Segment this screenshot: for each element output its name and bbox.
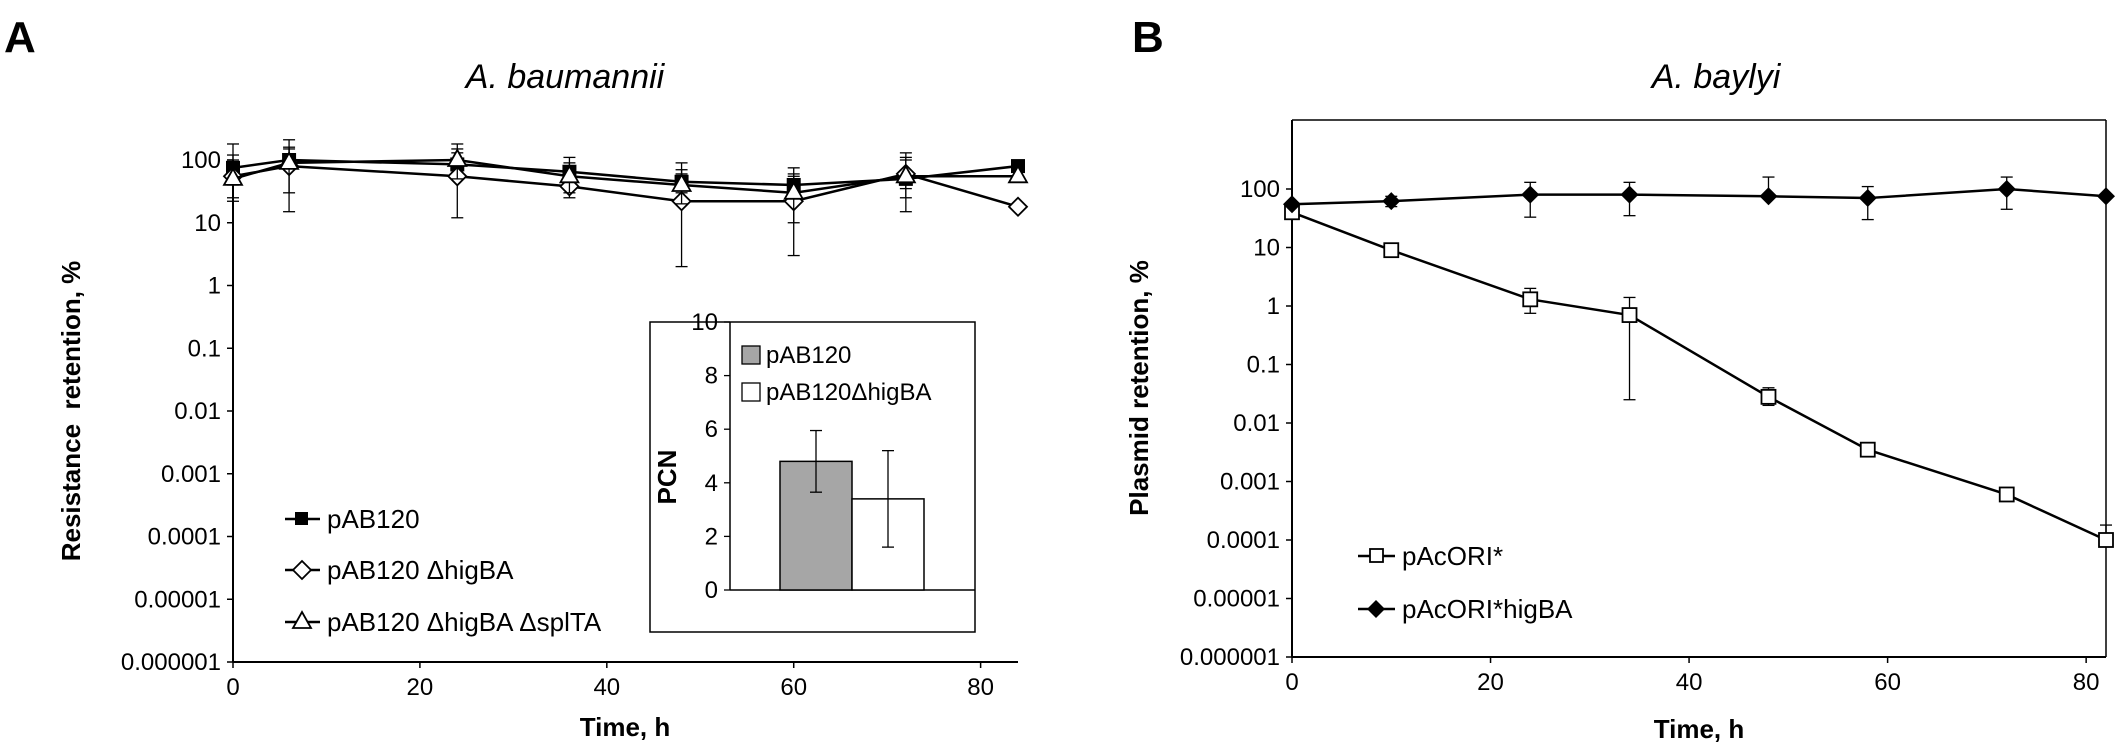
inset-ytick-label: 6 xyxy=(705,416,718,443)
panel-b-ytick-label: 10 xyxy=(1253,235,1280,262)
legend-b-label-1: pAcORI* xyxy=(1402,541,1503,571)
inset-ytick-label: 10 xyxy=(691,309,718,336)
panel-b-series-1-point xyxy=(1998,486,2015,503)
panel-a-series-3-point xyxy=(1007,164,1029,184)
panel-b-xtick-label: 80 xyxy=(2073,669,2100,696)
panel-a-ytick-label: 0.00001 xyxy=(134,586,221,613)
panel-a-xtick-label: 0 xyxy=(226,674,239,701)
panel-a-series-3-point xyxy=(558,164,580,184)
inset-ytick-label: 8 xyxy=(705,363,718,390)
panel-b-xtick-label: 60 xyxy=(1874,669,1901,696)
panel-a-series-3-point xyxy=(895,164,917,184)
panel-b-series-2-point xyxy=(2097,187,2115,206)
panel-b-marks: 0.000001 0.00001 0.0001 0.001 0.01 0.1 1 10 100 0… xyxy=(1180,176,2115,696)
panel-a-ytick-label: 0.000001 xyxy=(121,649,221,676)
panel-b-ytick-label: 100 xyxy=(1240,176,1280,203)
panel-b-plot-area xyxy=(1291,119,2107,658)
panel-b-series-2-point xyxy=(1759,187,1778,206)
legend-a-label-1: pAB120 xyxy=(327,504,420,534)
panel-b-series-1-point xyxy=(1859,441,1876,458)
panel-b-xtick-label: 0 xyxy=(1285,669,1298,696)
panel-a-series-2-point xyxy=(1007,196,1029,218)
inset-ytick-label: 2 xyxy=(705,523,718,550)
panel-b-series-2-point xyxy=(1620,185,1639,204)
panel-b-ytick-label: 1 xyxy=(1267,293,1280,320)
panel-b-series-2-point xyxy=(1997,180,2016,198)
panel-a-ytick-label: 0.1 xyxy=(188,335,221,362)
panel-b-ytick-label: 0.001 xyxy=(1220,469,1280,496)
inset-ytick-label: 4 xyxy=(705,470,718,497)
panel-a-series-3-point xyxy=(222,167,244,186)
panel-b-series-2-point xyxy=(1283,195,1301,214)
panel-a-ytick-label: 10 xyxy=(194,210,221,237)
panel-a-series-3-point xyxy=(446,148,468,167)
legend-b-label-2: pAcORI*higBA xyxy=(1402,594,1573,624)
panel-a-ytick-label: 0.01 xyxy=(174,398,221,425)
panel-b-series-2-line xyxy=(1291,187,2107,206)
panel-a-xtick-label: 20 xyxy=(407,674,434,701)
legend-a-marker-2 xyxy=(291,559,313,581)
panel-a-xlabel: Time, h xyxy=(580,712,671,742)
panel-b-legend: pAcORI* pAcORI*higBA xyxy=(1358,541,1573,624)
inset-legend-swatch-1 xyxy=(741,345,761,365)
inset-legend-swatch-2 xyxy=(741,382,761,402)
panel-b-ytick-label: 0.00001 xyxy=(1193,586,1280,613)
panel-b-ylabel: Plasmid retention, % xyxy=(1124,260,1154,516)
panel-b-series-2-point xyxy=(1858,189,1877,208)
panel-b-xlabel: Time, h xyxy=(1654,714,1745,744)
legend-a-marker-3 xyxy=(291,610,313,629)
panel-a-letter: A xyxy=(4,13,36,62)
panel-b-series-1-point xyxy=(1383,242,1400,259)
legend-b-marker-2 xyxy=(1367,600,1385,618)
panel-a-series-3-point xyxy=(783,180,805,200)
inset-marks: 0 2 4 6 8 10 pAB120 pAB120ΔhigBA xyxy=(691,309,975,604)
panel-b-letter: B xyxy=(1132,13,1164,62)
panel-b-xtick-label: 40 xyxy=(1676,669,1703,696)
panel-b-ytick-label: 0.01 xyxy=(1233,410,1280,437)
panel-b-series-1-point xyxy=(1621,307,1638,323)
inset-legend-label-1: pAB120 xyxy=(766,342,851,369)
panel-a-series-3-point xyxy=(278,151,300,170)
panel-b-series-1-line xyxy=(1291,211,2107,542)
panel-a-ytick-label: 0.0001 xyxy=(148,524,221,551)
panel-b-series-1-point xyxy=(2098,532,2114,548)
panel-a-ylabel: Resistance retention, % xyxy=(56,261,86,562)
legend-a-label-3: pAB120 ΔhigBA ΔsplTA xyxy=(327,607,602,637)
panel-b-series-2-point xyxy=(1382,192,1401,211)
panel-a-xtick-label: 40 xyxy=(593,674,620,701)
panel-a-ytick-label: 0.001 xyxy=(161,461,221,488)
panel-b-ytick-label: 0.000001 xyxy=(1180,644,1280,671)
legend-b-marker-1 xyxy=(1369,548,1384,563)
panel-a-xtick-label: 80 xyxy=(967,674,994,701)
panel-a-series-3-line xyxy=(232,158,1018,195)
panel-a-ytick-label: 100 xyxy=(181,147,221,174)
panel-b-series-1-point xyxy=(1522,291,1539,308)
legend-a-marker-1 xyxy=(295,512,308,525)
inset-ytick-label: 0 xyxy=(705,577,718,604)
panel-a-title: A. baumannii xyxy=(464,58,666,96)
inset-ylabel: PCN xyxy=(652,450,682,505)
panel-a-ytick-label: 1 xyxy=(208,273,221,300)
panel-b-series-2-point xyxy=(1521,185,1540,204)
panel-b-ytick-label: 0.0001 xyxy=(1207,527,1280,554)
panel-b-ytick-label: 0.1 xyxy=(1247,352,1280,379)
panel-b-title: A. baylyi xyxy=(1650,58,1782,96)
panel-a-legend: pAB120 pAB120 ΔhigBA pAB120 ΔhigBA ΔsplT… xyxy=(285,504,602,637)
inset-legend-label-2: pAB120ΔhigBA xyxy=(766,379,931,406)
panel-a-xtick-label: 60 xyxy=(780,674,807,701)
panel-b-series-1-point xyxy=(1760,388,1777,405)
panel-b-xtick-label: 20 xyxy=(1477,669,1504,696)
legend-a-label-2: pAB120 ΔhigBA xyxy=(327,555,514,585)
panel-a-marks: 0.0000010.000010.00010.0010.010.11101000… xyxy=(121,139,1029,701)
panel-a-series-3-point xyxy=(671,173,693,192)
